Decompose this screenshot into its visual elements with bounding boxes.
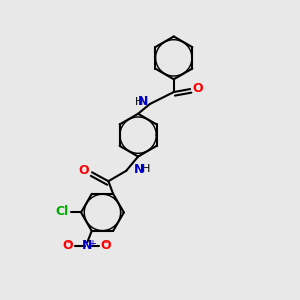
Text: Cl: Cl [55, 205, 68, 218]
Text: O: O [78, 164, 89, 177]
Text: +: + [88, 239, 96, 249]
Text: O: O [193, 82, 203, 95]
Text: H: H [142, 164, 150, 174]
Text: H: H [135, 97, 143, 106]
Text: N: N [134, 163, 144, 176]
Text: N: N [82, 239, 92, 252]
Text: -: - [66, 237, 70, 247]
Text: O: O [100, 239, 111, 252]
Text: O: O [62, 239, 73, 252]
Text: -: - [103, 237, 107, 247]
Text: N: N [138, 95, 148, 108]
